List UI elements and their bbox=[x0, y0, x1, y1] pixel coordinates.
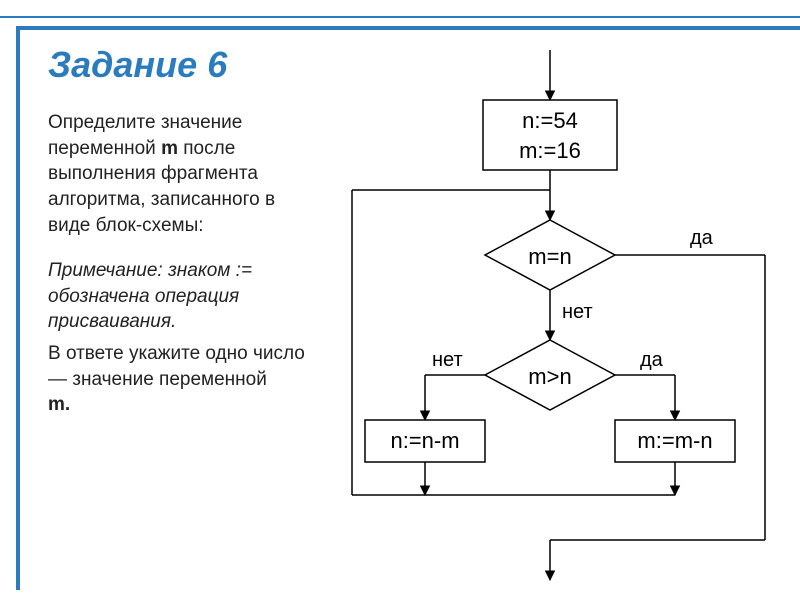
left-box-text: n:=n-m bbox=[390, 428, 459, 453]
answer-var: m. bbox=[48, 394, 70, 415]
task-note: Примечание: знаком := обозначена операци… bbox=[48, 258, 316, 335]
task-var: m bbox=[161, 138, 178, 159]
cond1-text: m=n bbox=[528, 244, 571, 269]
init-line1: n:=54 bbox=[522, 108, 578, 133]
right-box-text: m:=m-n bbox=[637, 428, 712, 453]
decorative-border-top-outer bbox=[0, 16, 800, 18]
task-description: Определите значение переменной m после в… bbox=[48, 110, 316, 418]
cond1-yes-label: да bbox=[690, 227, 714, 249]
decorative-border-left bbox=[16, 26, 20, 590]
answer-text-pre: В ответе укажите одно число — значение п… bbox=[48, 341, 316, 392]
flowchart: n:=54 m:=16 m=n да нет m>n да нет n:=n-m… bbox=[320, 40, 790, 590]
cond2-yes-label: да bbox=[640, 349, 664, 371]
cond2-no-label: нет bbox=[432, 349, 463, 371]
decorative-border-top-inner bbox=[16, 26, 800, 30]
init-line2: m:=16 bbox=[519, 138, 581, 163]
cond2-text: m>n bbox=[528, 364, 571, 389]
cond1-no-label: нет bbox=[562, 301, 593, 323]
page-title: Задание 6 bbox=[48, 44, 227, 86]
